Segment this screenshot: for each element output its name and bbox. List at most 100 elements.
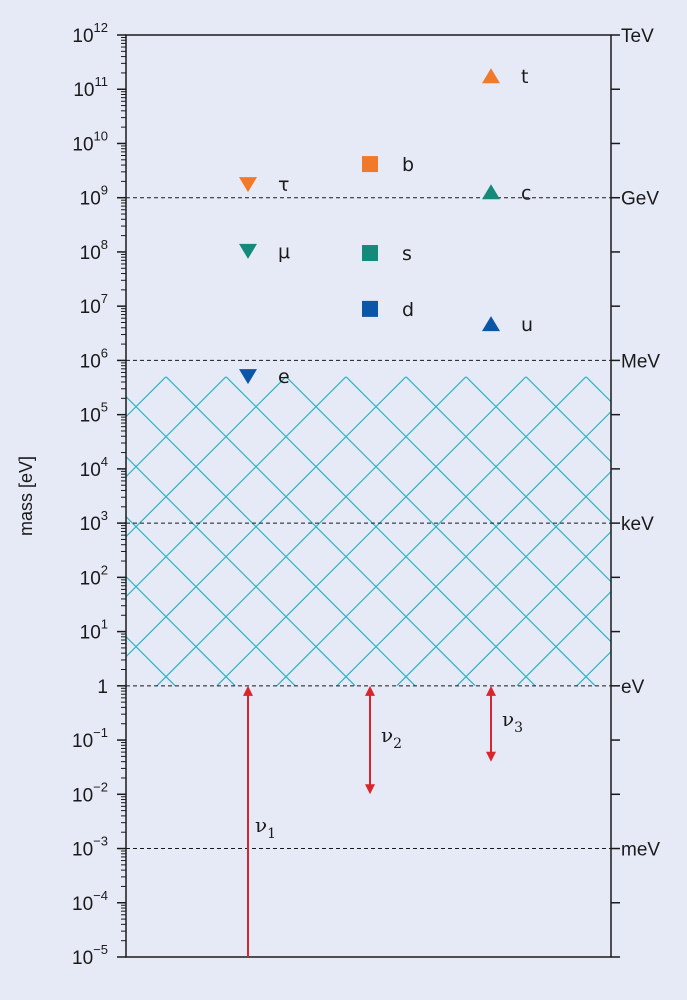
particle-markers: τ μ e b s d t c u xyxy=(239,66,533,388)
particle-c: c xyxy=(482,182,531,204)
particle-label: c xyxy=(521,182,531,204)
unit-label: meV xyxy=(621,840,660,861)
hatch-line xyxy=(156,376,467,686)
y-tick-exponent: 9 xyxy=(101,183,108,198)
y-tick-base: 10 xyxy=(80,514,101,535)
particle-τ: τ xyxy=(239,174,289,196)
hatch-line xyxy=(225,376,536,686)
unit-label: eV xyxy=(621,677,645,698)
neutrino-arrow-3: ν3 xyxy=(486,685,523,762)
y-tick-label: 1011 xyxy=(73,74,108,101)
hatch-line xyxy=(126,395,416,686)
y-tick-base: 10 xyxy=(80,568,101,589)
y-tick-exponent: −4 xyxy=(93,888,108,903)
y-axis-label: mass [eV] xyxy=(16,456,36,536)
square-marker xyxy=(362,245,378,262)
y-axis-ticks xyxy=(117,34,620,958)
y-tick-base: 10 xyxy=(80,297,101,318)
particle-t: t xyxy=(482,66,528,88)
y-tick-exponent: −1 xyxy=(93,725,108,740)
hatch-line xyxy=(126,376,407,658)
neutrino-subscript: 2 xyxy=(393,736,402,752)
unit-gridlines xyxy=(126,197,611,850)
y-tick-exponent: 4 xyxy=(101,454,108,469)
y-axis-tick-labels: 1012101110101091081071061051041031021011… xyxy=(72,20,108,969)
y-tick-base: 10 xyxy=(72,840,93,861)
y-tick-label: 10−4 xyxy=(72,888,108,915)
y-tick-label: 102 xyxy=(80,562,108,589)
unit-label: keV xyxy=(621,514,654,535)
hatch-line xyxy=(336,410,611,686)
particle-label: b xyxy=(402,154,414,176)
particle-s: s xyxy=(362,243,412,265)
y-tick-label: 10−5 xyxy=(72,942,108,969)
arrow-head-down xyxy=(486,751,496,762)
y-tick-base: 1 xyxy=(97,677,108,698)
particle-d: d xyxy=(362,299,414,321)
y-tick-label: 1012 xyxy=(72,20,108,47)
square-marker xyxy=(362,300,378,317)
hatch-line xyxy=(126,575,236,686)
hatch-line xyxy=(126,376,227,478)
y-tick-base: 10 xyxy=(73,80,94,101)
y-tick-exponent: 10 xyxy=(94,128,108,143)
hatch-line xyxy=(276,376,587,686)
hatch-line xyxy=(285,376,596,686)
unit-label: MeV xyxy=(621,351,660,372)
y-tick-base: 10 xyxy=(72,731,93,752)
y-tick-label: 106 xyxy=(80,345,108,372)
y-tick-base: 10 xyxy=(80,189,101,210)
triangle-down-marker xyxy=(239,177,257,193)
arrow-head-up xyxy=(486,685,496,696)
y-tick-label: 101 xyxy=(80,617,108,644)
y-tick-exponent: 12 xyxy=(94,20,108,35)
y-tick-exponent: 2 xyxy=(101,562,108,577)
neutrino-label: ν2 xyxy=(381,723,402,752)
neutrino-arrow-2: ν2 xyxy=(365,685,402,795)
triangle-down-marker xyxy=(239,243,257,259)
particle-label: d xyxy=(402,299,414,321)
y-tick-exponent: −3 xyxy=(93,834,108,849)
y-tick-exponent: 1 xyxy=(101,617,108,632)
hatch-line xyxy=(465,376,611,523)
particle-label: τ xyxy=(278,174,289,196)
hatch-line xyxy=(216,376,527,686)
arrow-head-down xyxy=(365,784,375,795)
y-tick-label: 105 xyxy=(80,400,108,427)
particle-b: b xyxy=(362,154,414,176)
neutrino-arrow-1: ν1 xyxy=(243,685,276,957)
neutrino-symbol: ν xyxy=(255,813,267,837)
particle-u: u xyxy=(482,314,533,336)
neutrino-label: ν1 xyxy=(255,813,276,842)
y-tick-label: 103 xyxy=(80,508,108,535)
particle-μ: μ xyxy=(239,241,290,263)
triangle-down-marker xyxy=(239,369,257,385)
particle-label: μ xyxy=(278,241,290,263)
excluded-region xyxy=(126,376,611,686)
hatch-line xyxy=(525,376,611,463)
triangle-up-marker xyxy=(482,316,500,332)
y-tick-label: 1010 xyxy=(72,128,108,155)
y-tick-base: 10 xyxy=(80,460,101,481)
y-tick-label: 109 xyxy=(80,183,108,210)
y-tick-label: 10−1 xyxy=(72,725,108,752)
y-tick-exponent: 7 xyxy=(101,291,108,306)
arrow-head-up xyxy=(243,685,253,696)
y-tick-base: 10 xyxy=(72,894,93,915)
particle-label: t xyxy=(521,66,528,88)
hatch-line xyxy=(345,376,611,643)
y-tick-exponent: 3 xyxy=(101,508,108,523)
y-tick-base: 10 xyxy=(80,406,101,427)
hatch-line xyxy=(516,590,611,686)
hatch-line xyxy=(396,470,611,686)
triangle-up-marker xyxy=(482,68,500,84)
y-tick-base: 10 xyxy=(80,623,101,644)
y-tick-base: 10 xyxy=(80,351,101,372)
hatch-line xyxy=(126,376,287,538)
particle-label: u xyxy=(521,314,533,336)
y-tick-label: 107 xyxy=(80,291,108,318)
y-tick-label: 10−2 xyxy=(72,779,108,806)
particle-e: e xyxy=(239,366,290,388)
